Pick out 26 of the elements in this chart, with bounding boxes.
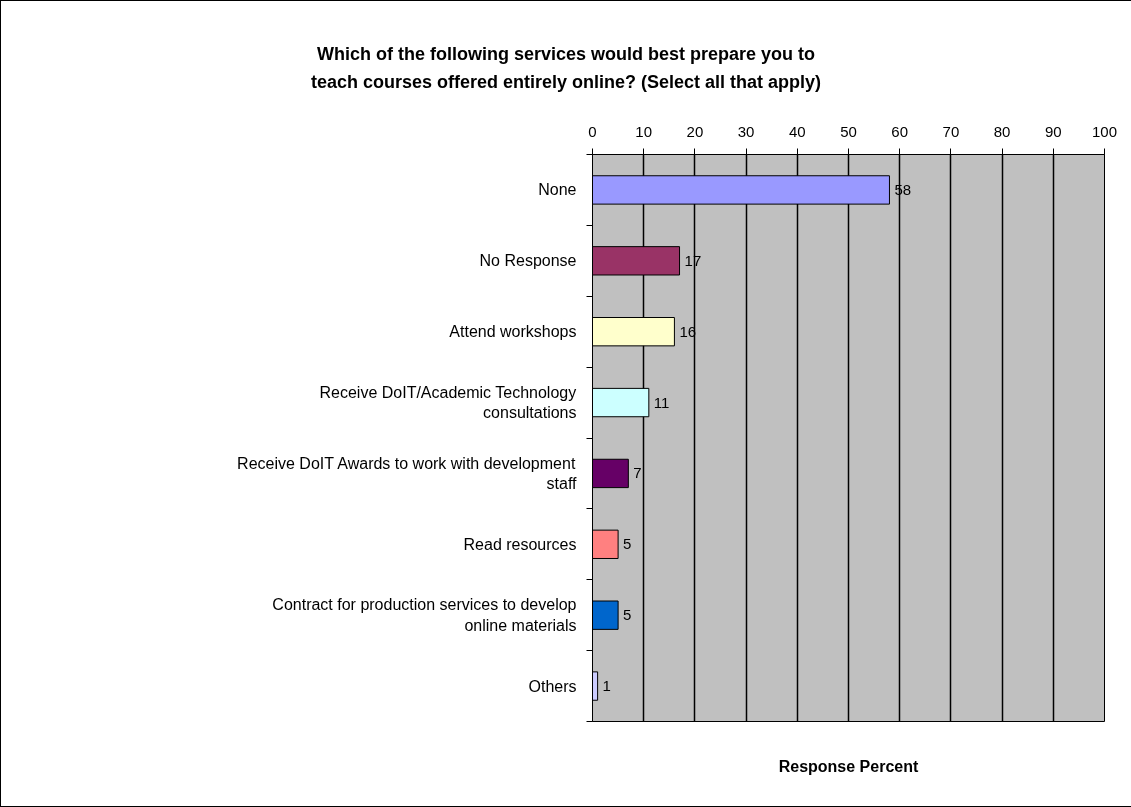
x-tick-label: 90 [1044, 122, 1062, 140]
data-label: 7 [633, 464, 642, 482]
data-label: 5 [623, 535, 632, 553]
x-tick-label: 60 [891, 122, 909, 140]
data-label: 11 [653, 393, 670, 411]
y-tick-label: Attend workshops [449, 323, 577, 341]
y-tick-label: Read resources [463, 535, 577, 553]
x-tick-label: 40 [788, 122, 806, 140]
data-label: 1 [602, 677, 611, 695]
x-tick-label: 20 [686, 122, 704, 140]
x-tick-label: 70 [942, 122, 960, 140]
y-tick-label: Receive DoIT/Academic Technology consultations [319, 383, 577, 422]
data-label: 5 [623, 606, 632, 624]
y-tick-label: Contract for production services to develop online materials [272, 596, 577, 634]
x-tick-label: 100 [1091, 122, 1118, 140]
y-tick-label: None [538, 181, 577, 199]
y-tick-label: Others [528, 677, 577, 695]
x-tick-label: 10 [635, 122, 653, 140]
x-tick-label: 30 [737, 122, 755, 140]
x-tick-label: 0 [588, 122, 597, 140]
x-axis-title: Response Percent [778, 757, 919, 775]
y-tick-label: No Response [479, 252, 577, 270]
y-tick-label: Receive DoIT Awards to work with development staff [237, 454, 578, 493]
x-tick-label: 80 [993, 122, 1011, 140]
chart-title: Which of the following services would best prepare you to teach courses offered entirely online? (Select all that apply) [310, 43, 822, 94]
x-tick-label: 50 [840, 122, 857, 140]
